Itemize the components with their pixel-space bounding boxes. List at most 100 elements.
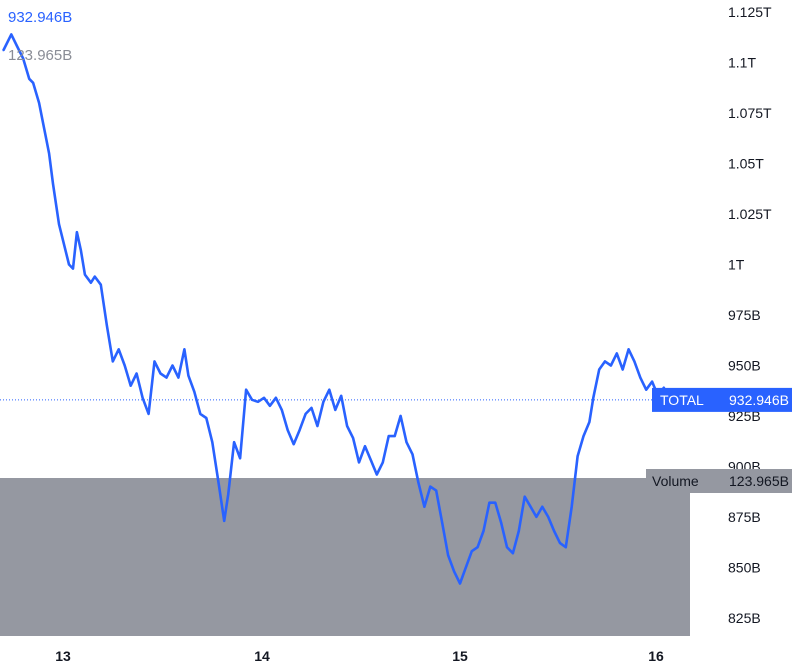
data-point — [453, 570, 455, 573]
data-point — [52, 182, 54, 185]
data-point — [633, 360, 636, 363]
data-point — [553, 530, 555, 532]
data-point — [399, 415, 402, 417]
data-point — [328, 388, 331, 391]
data-point — [370, 459, 372, 462]
y-tick-label: 875B — [728, 509, 761, 525]
data-point — [111, 360, 114, 363]
data-point — [429, 485, 432, 488]
volume-area — [0, 478, 690, 636]
data-point — [559, 542, 561, 544]
x-tick-label: 15 — [452, 648, 468, 662]
volume-last-value-label: Volume 123.965B — [646, 469, 792, 493]
data-point — [576, 455, 579, 458]
y-tick-label: 975B — [728, 307, 761, 323]
data-point — [316, 425, 319, 427]
data-point — [217, 479, 220, 482]
data-point — [286, 429, 289, 431]
data-point — [68, 263, 70, 266]
data-point — [541, 505, 544, 508]
data-point — [476, 546, 479, 549]
data-point — [310, 407, 313, 409]
data-point — [639, 376, 642, 379]
volume-value-label: 123.965B — [729, 473, 789, 489]
data-point — [90, 281, 92, 284]
data-point — [512, 552, 514, 555]
data-point — [615, 352, 618, 355]
price-readout: 932.946B — [8, 9, 73, 26]
data-point — [32, 81, 34, 84]
y-tick-label: 925B — [728, 408, 761, 424]
data-point — [447, 554, 449, 557]
data-point — [592, 396, 595, 399]
data-point — [245, 388, 248, 391]
data-point — [570, 505, 573, 508]
y-tick-label: 950B — [728, 357, 761, 373]
data-point — [304, 413, 307, 415]
data-point — [117, 348, 120, 351]
data-point — [10, 33, 13, 36]
data-point — [147, 413, 150, 415]
series-value-label: 932.946B — [729, 392, 789, 408]
data-point — [177, 376, 180, 379]
data-point — [598, 368, 601, 371]
data-point — [76, 231, 78, 234]
data-point — [529, 505, 532, 508]
volume-readout: 123.965B — [8, 47, 73, 64]
data-point — [93, 275, 96, 278]
data-point — [48, 152, 50, 155]
time-axis[interactable]: 13 14 15 16 — [55, 648, 664, 662]
data-point — [16, 45, 19, 48]
data-point — [470, 550, 473, 553]
data-point — [610, 364, 612, 367]
data-point — [44, 132, 46, 135]
data-point — [482, 530, 485, 532]
data-point — [405, 441, 408, 444]
volume-name-label: Volume — [652, 473, 699, 489]
data-point — [358, 461, 360, 464]
data-point — [411, 453, 414, 456]
data-point — [645, 388, 648, 391]
y-tick-label: 1T — [728, 257, 745, 273]
data-point — [322, 400, 325, 403]
data-point — [292, 443, 295, 446]
data-point — [417, 481, 420, 484]
y-tick-label: 1.025T — [728, 206, 772, 222]
data-point — [535, 516, 538, 518]
data-point — [621, 368, 624, 371]
data-point — [280, 409, 283, 411]
data-point — [269, 404, 271, 407]
data-point — [28, 77, 31, 80]
data-point — [193, 390, 196, 393]
y-tick-label: 1.1T — [728, 55, 756, 71]
data-point — [129, 384, 132, 387]
data-point — [506, 546, 508, 549]
data-point — [465, 566, 467, 569]
series-name-label: TOTAL — [660, 392, 704, 408]
last-value-labels: TOTAL 932.946B Volume 123.965B — [646, 387, 792, 493]
series-line-total — [2, 33, 676, 585]
data-point — [227, 493, 230, 496]
x-tick-label: 13 — [55, 648, 71, 662]
data-point — [187, 374, 190, 377]
data-point — [211, 441, 214, 444]
data-point — [564, 546, 567, 549]
data-point — [165, 376, 168, 379]
data-point — [604, 360, 606, 363]
data-point — [435, 489, 438, 492]
y-tick-label: 1.075T — [728, 105, 772, 121]
data-point — [488, 501, 491, 504]
data-point — [423, 505, 426, 508]
data-point — [58, 223, 60, 226]
y-tick-label: 1.125T — [728, 4, 772, 20]
data-point — [72, 267, 74, 270]
x-tick-label: 16 — [648, 648, 664, 662]
data-point — [340, 394, 343, 397]
data-point — [352, 437, 354, 439]
data-point — [523, 495, 526, 498]
price-axis[interactable]: 1.125T 1.1T 1.075T 1.05T 1.025T 1T 975B 950B 925… — [728, 4, 772, 626]
data-point — [393, 435, 396, 437]
y-tick-label: 825B — [728, 610, 761, 626]
data-point — [141, 396, 144, 399]
